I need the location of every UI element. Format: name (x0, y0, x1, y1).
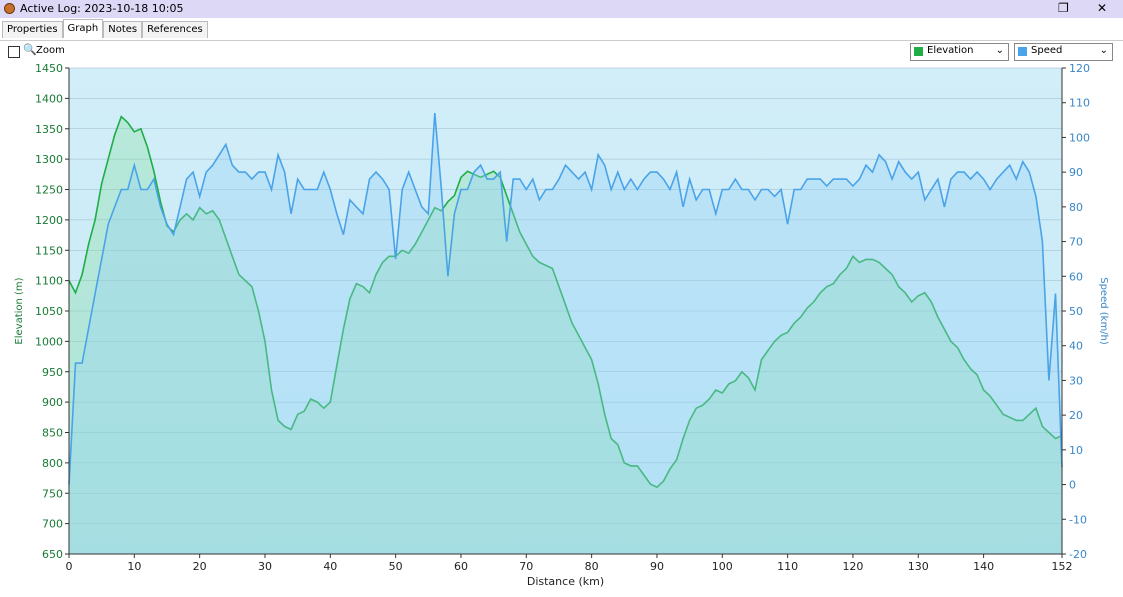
x-tick-label: 70 (519, 560, 533, 573)
area-fill (69, 113, 1062, 554)
x-tick-label: 140 (973, 560, 994, 573)
y2-tick-label: 120 (1069, 62, 1090, 75)
title-bar: Active Log: 2023-10-18 10:05 ❐ ✕ (0, 0, 1123, 18)
arrow: ⌄ (1099, 45, 1108, 56)
x-tick-label: 60 (454, 560, 468, 573)
y-tick-label: 650 (42, 548, 63, 561)
y-tick-label: 1000 (35, 335, 63, 348)
y2-tick-label: 80 (1069, 201, 1083, 214)
chart: 6507007508008509009501000105011001150120… (14, 62, 1109, 588)
x-tick-label: 50 (389, 560, 403, 573)
zoom-checkbox[interactable] (8, 46, 20, 58)
app-icon (4, 3, 15, 14)
y-tick-label: 800 (42, 457, 63, 470)
y-tick-label: 1150 (35, 244, 63, 257)
x-tick-label: 40 (323, 560, 337, 573)
y-tick-label: 1200 (35, 214, 63, 227)
y-tick-label: 1050 (35, 305, 63, 318)
y2-tick-label: 50 (1069, 305, 1083, 318)
tab[interactable]: Graph (62, 19, 104, 38)
x-tick-label: 30 (258, 560, 272, 573)
swatch (914, 47, 923, 56)
x-axis-label: Distance (km) (527, 575, 604, 588)
y2-tick-label: -10 (1069, 513, 1087, 526)
y-tick-label: 1250 (35, 184, 63, 197)
y2-tick-label: 70 (1069, 236, 1083, 249)
y-tick-label: 900 (42, 396, 63, 409)
tab[interactable]: Properties (2, 21, 63, 38)
x-tick-label: 100 (712, 560, 733, 573)
x-tick-label: 130 (908, 560, 929, 573)
x-tick-label: 152 (1052, 560, 1073, 573)
y-tick-label: 750 (42, 487, 63, 500)
x-tick-label: 110 (777, 560, 798, 573)
y2-tick-label: 0 (1069, 479, 1076, 492)
y2-axis-label: Speed (km/h) (1098, 277, 1109, 345)
restore-button[interactable]: ❐ (1058, 1, 1069, 15)
y2-tick-label: 110 (1069, 97, 1090, 110)
series-line (68, 115, 1063, 489)
y-tick-label: 1350 (35, 123, 63, 136)
y-tick-label: 1450 (35, 62, 63, 75)
area-fill (69, 116, 1062, 554)
y2-tick-label: 10 (1069, 444, 1083, 457)
y2-tick-label: 90 (1069, 166, 1083, 179)
y-tick-label: 1300 (35, 153, 63, 166)
x-tick-label: 0 (66, 560, 73, 573)
y2-tick-label: 100 (1069, 131, 1090, 144)
y-tick-label: 850 (42, 427, 63, 440)
y-tick-label: 950 (42, 366, 63, 379)
y-tick-label: 1100 (35, 275, 63, 288)
tab[interactable]: Notes (103, 21, 143, 38)
left-axis-select[interactable]: Elevation ⌄ (910, 43, 1009, 61)
x-tick-label: 90 (650, 560, 664, 573)
tab-bar: Properties Graph Notes References (2, 19, 208, 38)
select-label: Speed (1031, 45, 1063, 56)
y2-tick-label: 30 (1069, 374, 1083, 387)
close-button[interactable]: ✕ (1097, 1, 1108, 15)
zoom-label: Zoom (36, 45, 65, 56)
y-tick-label: 1400 (35, 92, 63, 105)
swatch (1018, 47, 1027, 56)
select-label: Elevation (927, 45, 974, 56)
tab[interactable]: References (142, 21, 208, 38)
x-tick-label: 80 (585, 560, 599, 573)
y-axis-label: Elevation (m) (14, 277, 25, 344)
series-line (68, 113, 1063, 485)
toolbar: 🔍 Zoom Elevation ⌄ Speed ⌄ (0, 40, 1123, 63)
x-tick-label: 120 (842, 560, 863, 573)
y2-tick-label: 20 (1069, 409, 1083, 422)
y2-tick-label: 40 (1069, 340, 1083, 353)
x-tick-label: 20 (193, 560, 207, 573)
zoom-icon: 🔍 (23, 43, 37, 56)
right-axis-select[interactable]: Speed ⌄ (1014, 43, 1113, 61)
y-tick-label: 700 (42, 518, 63, 531)
arrow: ⌄ (995, 45, 1004, 56)
y2-tick-label: 60 (1069, 270, 1083, 283)
window-title: Active Log: 2023-10-18 10:05 (20, 2, 184, 15)
x-tick-label: 10 (127, 560, 141, 573)
y2-tick-label: -20 (1069, 548, 1087, 561)
